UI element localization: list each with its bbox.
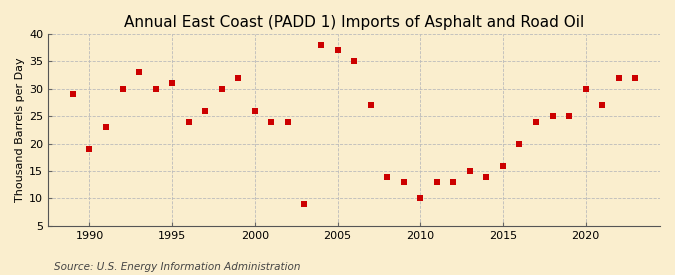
Point <box>547 114 558 119</box>
Point <box>84 147 95 151</box>
Point <box>415 196 426 201</box>
Point <box>151 87 161 91</box>
Point <box>580 87 591 91</box>
Point <box>597 103 608 108</box>
Point <box>630 76 641 80</box>
Point <box>283 120 294 124</box>
Point <box>299 202 310 206</box>
Point <box>481 174 492 179</box>
Text: Source: U.S. Energy Information Administration: Source: U.S. Energy Information Administ… <box>54 262 300 272</box>
Point <box>431 180 442 184</box>
Point <box>614 76 624 80</box>
Point <box>134 70 144 75</box>
Point <box>514 141 525 146</box>
Point <box>101 125 111 129</box>
Title: Annual East Coast (PADD 1) Imports of Asphalt and Road Oil: Annual East Coast (PADD 1) Imports of As… <box>124 15 584 30</box>
Point <box>382 174 393 179</box>
Point <box>184 120 194 124</box>
Point <box>316 43 327 47</box>
Point <box>217 87 227 91</box>
Point <box>398 180 409 184</box>
Point <box>349 59 360 64</box>
Point <box>365 103 376 108</box>
Point <box>233 76 244 80</box>
Point <box>117 87 128 91</box>
Point <box>200 109 211 113</box>
Point <box>497 163 508 168</box>
Point <box>448 180 459 184</box>
Point <box>167 81 178 86</box>
Point <box>464 169 475 173</box>
Point <box>250 109 261 113</box>
Point <box>266 120 277 124</box>
Point <box>564 114 574 119</box>
Point <box>332 48 343 53</box>
Y-axis label: Thousand Barrels per Day: Thousand Barrels per Day <box>15 57 25 202</box>
Point <box>68 92 78 97</box>
Point <box>531 120 541 124</box>
